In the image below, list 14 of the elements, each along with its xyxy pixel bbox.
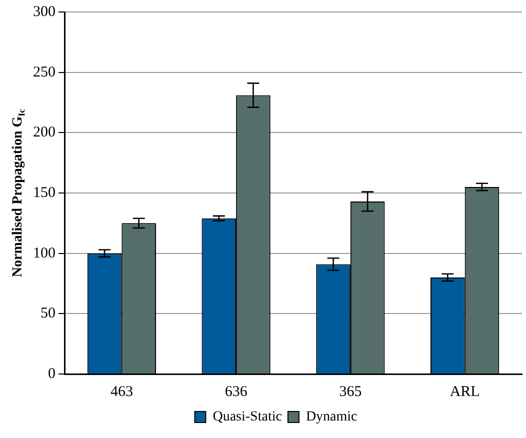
y-axis-title: Normalised Propagation GIc: [10, 108, 26, 278]
y-tick-label: 250: [33, 64, 56, 80]
y-tick-label: 300: [33, 4, 56, 20]
x-tick-label: 365: [339, 384, 362, 400]
x-tick-label: 636: [224, 384, 248, 400]
x-tick-label: 463: [110, 384, 133, 400]
y-tick-label: 100: [33, 245, 56, 262]
y-tick-label: 0: [48, 366, 56, 382]
legend-label: Quasi-Static: [212, 410, 282, 425]
y-tick-label: 50: [40, 306, 56, 322]
x-tick-label: ARL: [450, 384, 480, 400]
y-tick-label: 200: [33, 124, 56, 141]
y-tick-label: 150: [33, 184, 56, 201]
legend-label: Dynamic: [306, 410, 358, 425]
